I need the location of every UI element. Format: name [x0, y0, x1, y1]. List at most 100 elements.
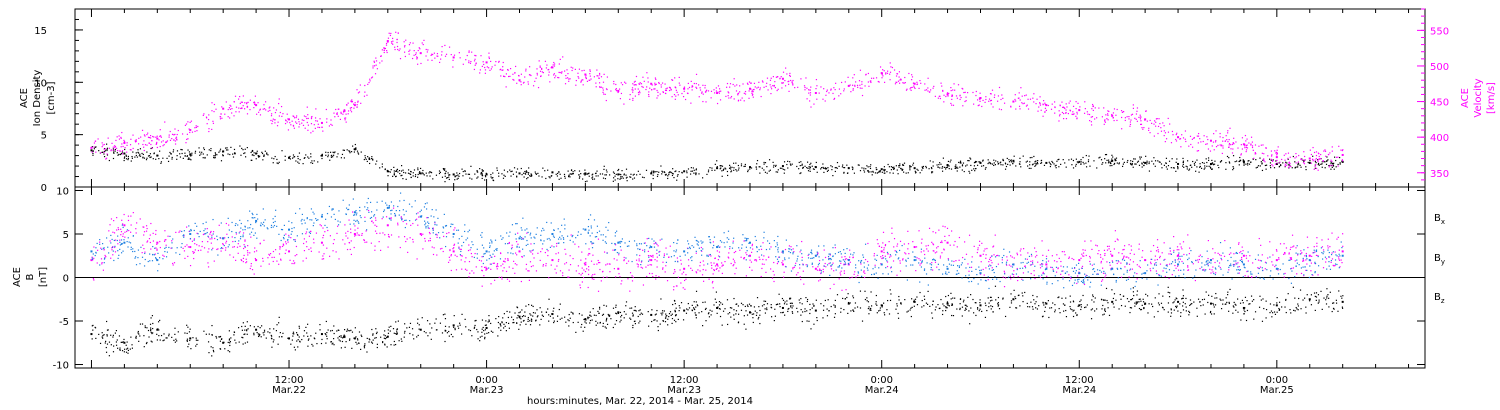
data-point	[863, 270, 865, 272]
data-point	[373, 61, 376, 63]
data-point	[270, 252, 272, 255]
data-point	[567, 73, 569, 75]
data-point	[1324, 167, 1326, 169]
data-point	[676, 91, 678, 93]
data-point	[225, 101, 227, 103]
data-point	[666, 87, 668, 89]
data-point	[776, 171, 779, 173]
data-point	[1022, 103, 1024, 105]
data-point	[1323, 150, 1325, 152]
data-point	[464, 170, 466, 172]
data-point	[1263, 160, 1265, 162]
data-point	[1121, 128, 1123, 130]
data-point	[1168, 253, 1170, 255]
data-point	[392, 43, 394, 45]
data-point	[125, 155, 128, 157]
data-point	[332, 242, 335, 245]
x-tick-label-time: 12:00	[1065, 375, 1094, 386]
data-point	[524, 172, 526, 175]
data-point	[721, 272, 723, 275]
data-point	[518, 172, 521, 175]
data-point	[1224, 140, 1227, 142]
data-point	[485, 267, 488, 270]
data-point	[239, 245, 241, 247]
data-point	[363, 158, 365, 161]
data-point	[1250, 136, 1253, 138]
data-point	[488, 52, 490, 54]
data-point	[1108, 248, 1110, 250]
data-point	[179, 230, 181, 232]
data-point	[924, 89, 926, 91]
data-point	[1331, 161, 1333, 163]
data-point	[572, 257, 574, 260]
data-point	[722, 168, 725, 171]
data-point	[207, 266, 210, 268]
data-point	[1022, 248, 1025, 250]
data-point	[505, 86, 507, 88]
data-point	[867, 166, 869, 168]
data-point	[812, 266, 814, 268]
data-point	[549, 177, 551, 179]
data-point	[1089, 260, 1091, 263]
data-point	[473, 60, 476, 62]
data-point	[755, 168, 758, 170]
data-point	[575, 79, 577, 82]
y-tick-label: -10	[53, 361, 69, 372]
data-point	[620, 82, 622, 84]
data-point	[1260, 244, 1262, 246]
data-point	[824, 167, 826, 170]
data-point	[1199, 163, 1201, 165]
data-point	[592, 254, 594, 256]
data-point	[1109, 162, 1112, 164]
data-point	[1154, 259, 1156, 261]
data-point	[852, 167, 854, 169]
data-point	[388, 171, 390, 173]
data-point	[256, 113, 258, 115]
data-point	[156, 146, 158, 149]
data-point	[1040, 162, 1042, 164]
data-point	[498, 175, 500, 177]
data-point	[1004, 168, 1007, 170]
data-point	[540, 251, 542, 253]
data-point	[337, 153, 339, 155]
data-point	[1233, 137, 1235, 139]
data-point	[497, 265, 499, 268]
data-point	[712, 280, 714, 283]
data-point	[1101, 116, 1103, 118]
data-point	[149, 241, 151, 244]
data-point	[402, 169, 404, 171]
data-point	[834, 167, 836, 169]
data-point	[496, 167, 498, 169]
data-point	[367, 156, 369, 158]
data-point	[939, 257, 941, 259]
data-point	[504, 261, 506, 263]
data-point	[913, 167, 916, 170]
data-point	[1131, 162, 1133, 165]
data-point	[881, 77, 883, 79]
data-point	[258, 156, 260, 158]
data-point	[678, 171, 680, 173]
data-point	[809, 92, 812, 94]
data-point	[1288, 161, 1290, 163]
data-point	[584, 73, 587, 76]
data-point	[1107, 159, 1110, 161]
data-point	[1331, 150, 1333, 152]
data-point	[1087, 159, 1090, 161]
data-point	[831, 166, 833, 168]
data-point	[1215, 130, 1217, 132]
data-point	[1285, 153, 1287, 155]
data-point	[1284, 272, 1286, 275]
data-point	[560, 177, 562, 179]
data-point	[653, 170, 655, 172]
data-point	[1109, 264, 1111, 266]
data-point	[270, 115, 273, 117]
data-point	[641, 176, 644, 178]
data-point	[116, 152, 118, 154]
data-point	[979, 254, 982, 257]
data-point	[969, 157, 971, 159]
data-point	[1235, 262, 1237, 264]
data-point	[544, 170, 546, 172]
data-point	[1154, 263, 1156, 265]
data-point	[1155, 125, 1157, 127]
data-point	[508, 266, 510, 268]
